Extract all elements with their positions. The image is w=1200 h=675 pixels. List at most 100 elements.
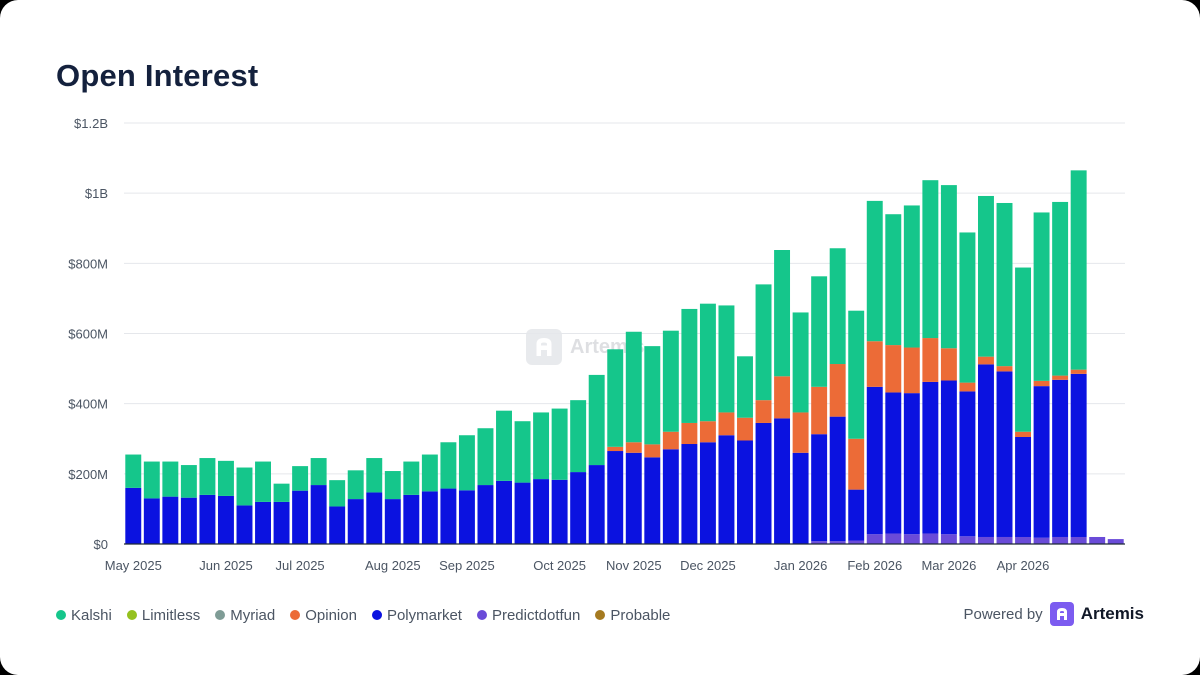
bar-opinion: [644, 444, 661, 458]
bar-polymarket: [718, 435, 735, 544]
bar-kalshi: [792, 312, 809, 413]
bar-kalshi: [1033, 212, 1050, 381]
x-tick-label: Aug 2025: [365, 558, 421, 573]
bar-kalshi: [607, 349, 624, 447]
bar-polymarket: [180, 497, 197, 544]
bar-kalshi: [774, 250, 791, 377]
bar-polymarket: [329, 506, 346, 544]
legend-label: Limitless: [141, 606, 201, 624]
bar-opinion: [662, 431, 679, 450]
bar-polymarket: [625, 452, 642, 544]
chart-title: Open Interest: [56, 58, 259, 93]
bar-kalshi: [162, 461, 179, 497]
bar-kalshi: [143, 461, 160, 499]
bar-polymarket: [1052, 379, 1069, 537]
bar-polymarket: [514, 482, 531, 544]
legend-item-polymarket: Polymarket: [371, 606, 462, 624]
x-tick-label: Oct 2025: [533, 558, 586, 573]
bar-opinion: [1052, 375, 1069, 380]
bar-polymarket: [533, 479, 550, 544]
y-tick-label: $800M: [68, 256, 108, 271]
bar-kalshi: [903, 205, 920, 348]
bar-polymarket: [959, 391, 976, 537]
bar-polymarket: [737, 440, 753, 544]
legend-item-predictdotfun: Predictdotfun: [476, 606, 581, 624]
brand-name: Artemis: [1080, 604, 1144, 623]
open-interest-chart: $0 $200M $400M $600M $800M $1B $1.2B May 2025 Ju…: [68, 116, 1125, 573]
bar-kalshi: [811, 276, 828, 387]
legend-label: Polymarket: [386, 606, 462, 624]
bar-polymarket: [1033, 386, 1050, 538]
bar-opinion: [996, 366, 1013, 372]
bar-polymarket: [458, 490, 475, 544]
bar-polymarket: [162, 496, 179, 544]
bar-polymarket: [940, 380, 957, 535]
bar-polymarket: [774, 418, 791, 544]
bar-opinion: [922, 338, 939, 382]
bar-polymarket: [811, 434, 828, 542]
bar-polymarket: [588, 465, 605, 544]
bar-opinion: [755, 400, 772, 423]
bar-polymarket: [551, 479, 568, 544]
artemis-logo-icon: [526, 329, 562, 365]
bar-polymarket: [1015, 437, 1032, 537]
bar-predictdotfun: [866, 534, 883, 544]
legend-swatch: [126, 610, 137, 620]
y-tick-label: $400M: [68, 397, 108, 412]
bar-polymarket: [217, 495, 234, 544]
bar-opinion: [625, 442, 642, 453]
bar-opinion: [978, 356, 994, 365]
bar-opinion: [866, 341, 883, 387]
bar-kalshi: [848, 310, 865, 439]
bar-kalshi: [922, 180, 939, 339]
bar-predictdotfun: [940, 534, 957, 544]
bar-kalshi: [885, 214, 902, 346]
bar-predictdotfun: [829, 541, 846, 544]
bar-kalshi: [866, 200, 883, 342]
bar-predictdotfun: [922, 533, 939, 544]
bar-predictdotfun: [1052, 536, 1069, 544]
bar-polymarket: [384, 499, 401, 544]
legend-label: Predictdotfun: [491, 606, 581, 624]
bar-predictdotfun: [1089, 536, 1106, 544]
bar-opinion: [903, 347, 920, 394]
bar-kalshi: [940, 185, 957, 349]
bar-polymarket: [903, 393, 920, 535]
legend-label: Probable: [610, 606, 671, 624]
bar-polymarket: [829, 416, 846, 542]
x-tick-label: Jul 2025: [276, 558, 325, 573]
x-tick-label: Mar 2026: [921, 558, 976, 573]
bar-opinion: [848, 438, 865, 490]
legend-swatch: [595, 610, 606, 620]
bar-kalshi: [737, 356, 753, 418]
bar-opinion: [681, 422, 698, 445]
x-tick-label: May 2025: [105, 558, 162, 573]
bar-polymarket: [273, 501, 290, 544]
bar-opinion: [607, 446, 624, 452]
bar-polymarket: [848, 489, 865, 541]
bar-polymarket: [403, 494, 420, 544]
bar-polymarket: [347, 499, 364, 544]
bar-opinion: [940, 348, 957, 381]
bar-predictdotfun: [811, 541, 828, 544]
bar-polymarket: [421, 491, 438, 545]
legend-item-myriad: Myriad: [215, 607, 275, 624]
bar-polymarket: [255, 501, 271, 544]
bar-predictdotfun: [978, 536, 994, 544]
bar-opinion: [737, 417, 753, 441]
bar-kalshi: [681, 308, 698, 423]
legend-swatch: [290, 610, 301, 620]
bar-kalshi: [978, 195, 994, 357]
x-tick-label: Sep 2025: [439, 558, 495, 573]
bar-polymarket: [310, 485, 327, 544]
y-tick-label: $1B: [85, 186, 108, 201]
bar-predictdotfun: [1070, 536, 1087, 544]
bar-kalshi: [551, 408, 568, 480]
bar-polymarket: [366, 492, 383, 544]
bar-polymarket: [792, 452, 809, 544]
bar-kalshi: [625, 331, 642, 443]
bar-kalshi: [644, 346, 661, 445]
bar-polymarket: [607, 451, 624, 544]
x-tick-label: Dec 2025: [680, 558, 736, 573]
